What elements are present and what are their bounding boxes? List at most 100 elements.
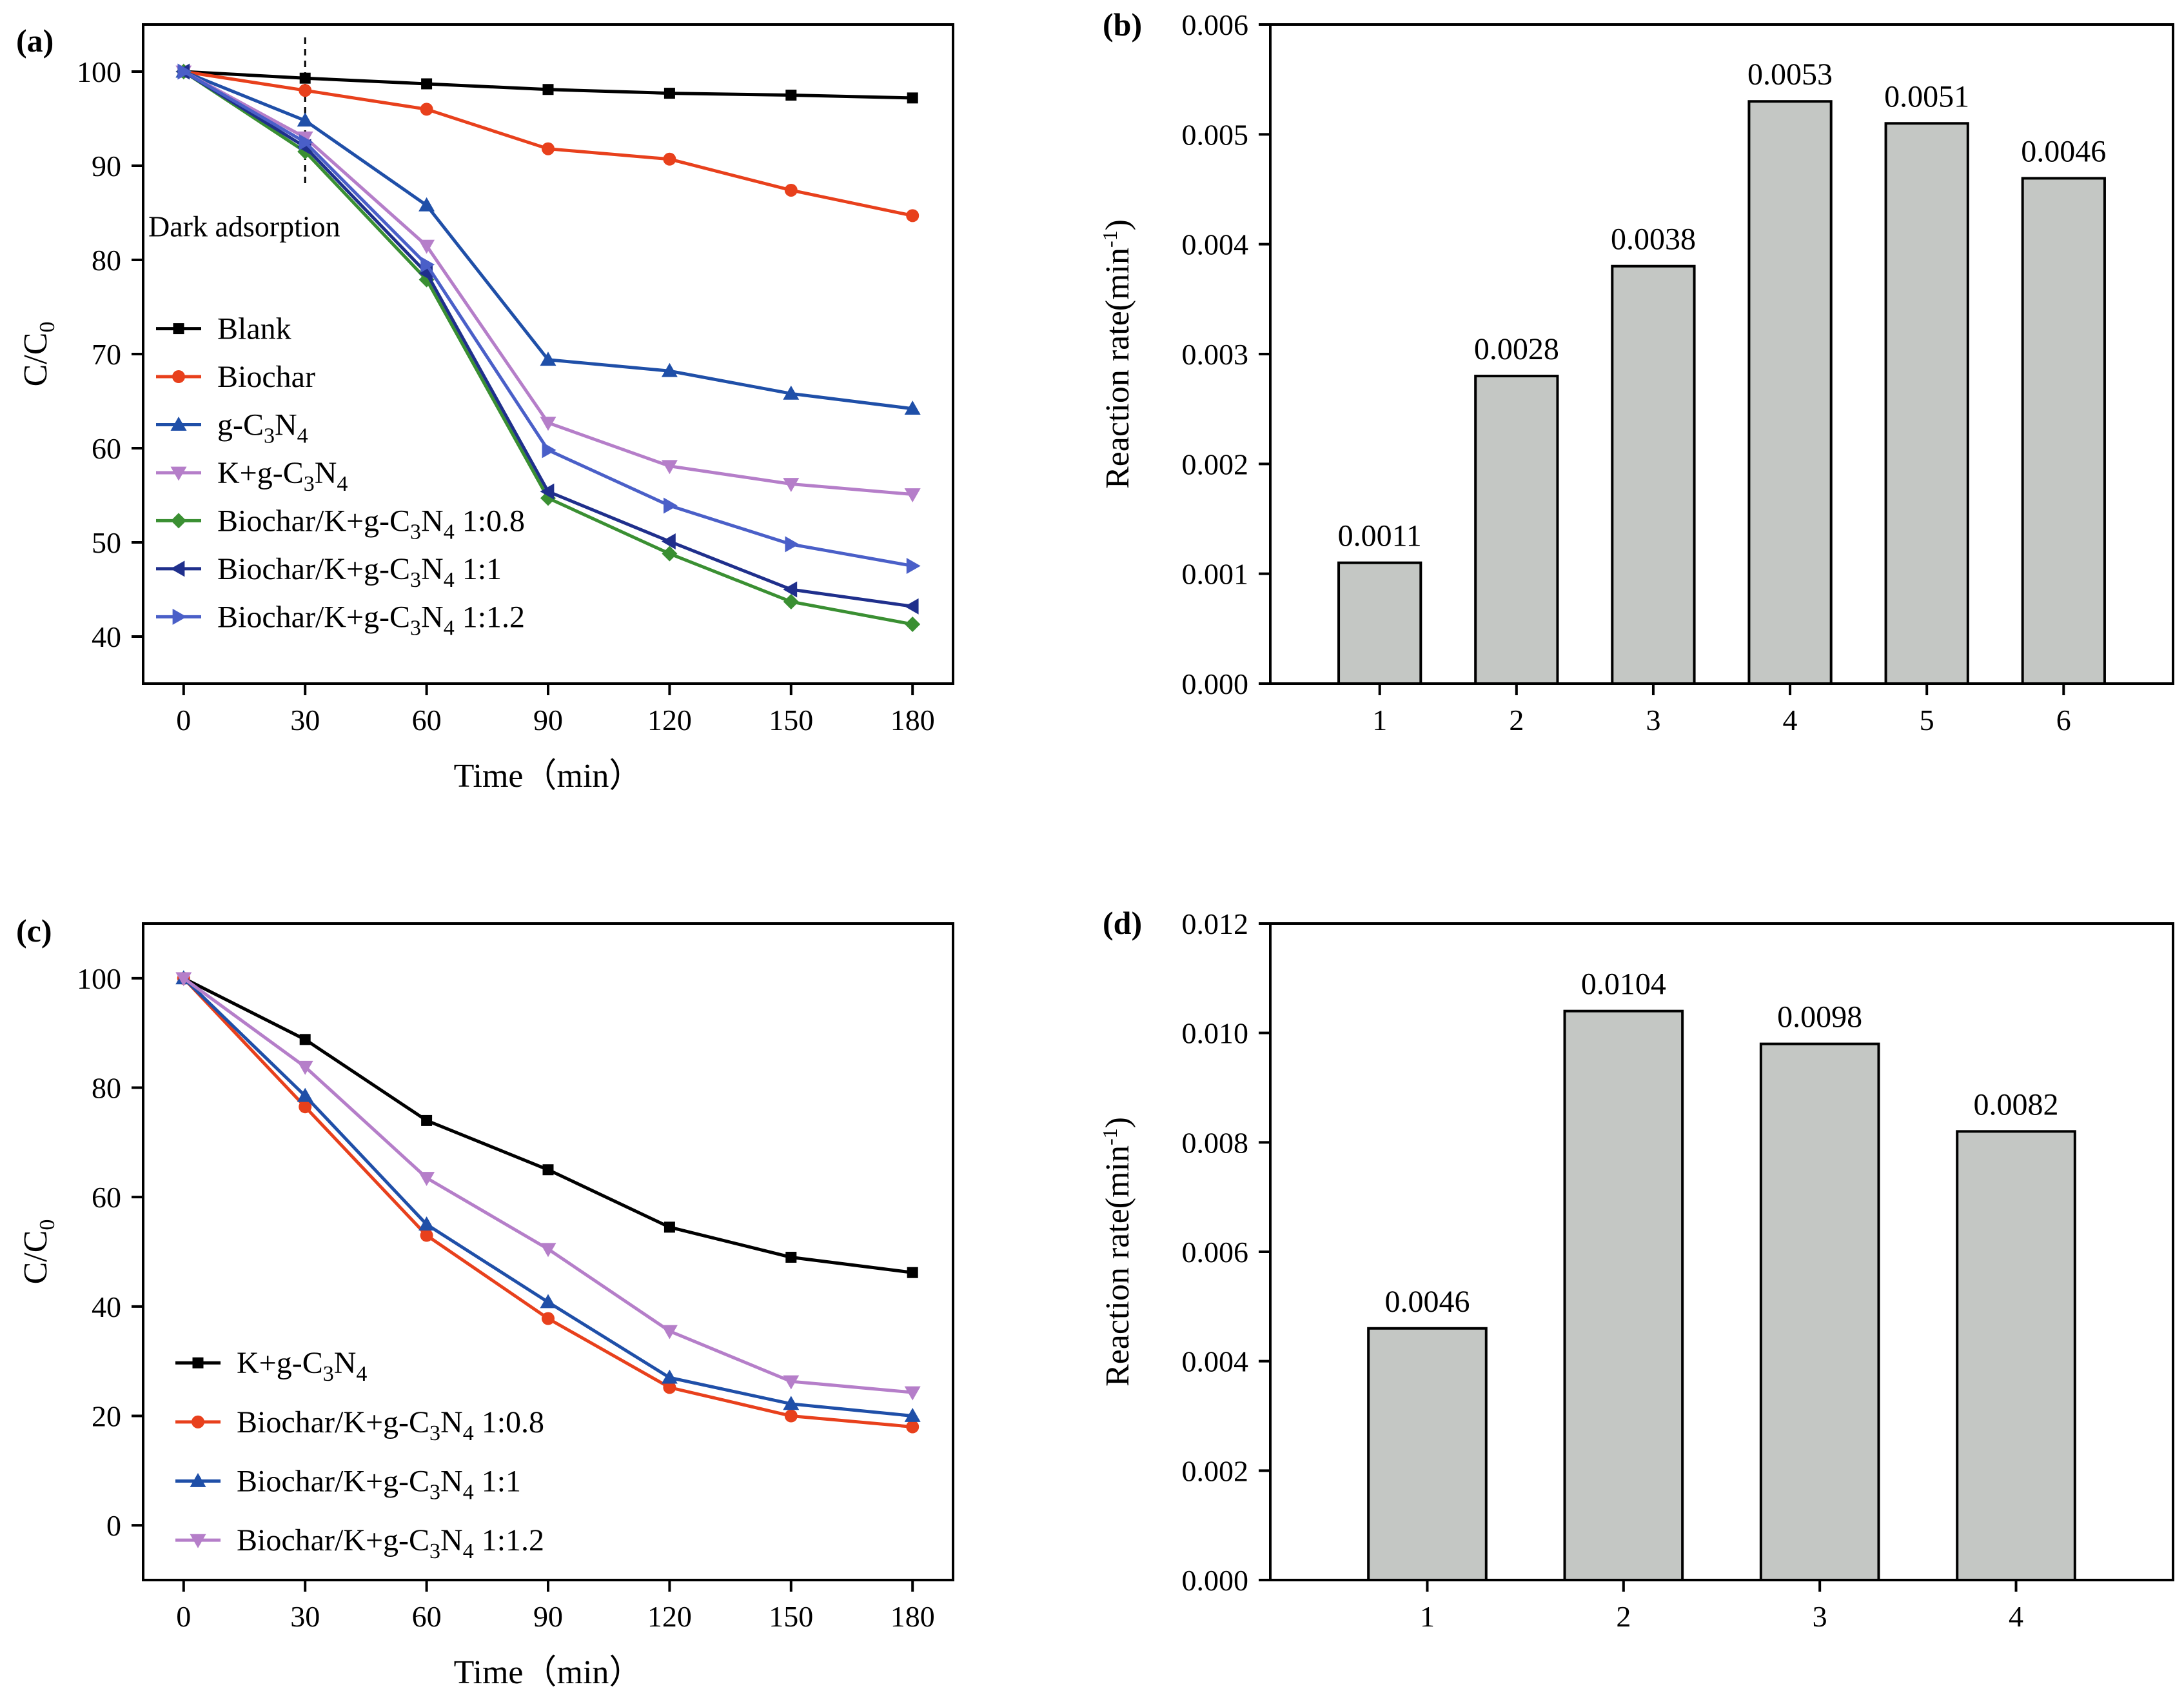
panel-d-ytick-label: 0.012 [1182,907,1249,940]
panel-c-xtick-label: 30 [290,1600,320,1633]
panel-b-xtick-label: 5 [1920,704,1934,736]
panel-b-bar-2 [1474,375,1559,685]
panel-a-series-0-point [299,72,311,84]
panel-a-series-0-point [421,78,433,90]
panel-c-legend-marker [190,1534,206,1548]
panel-a-series-0-point [785,90,797,101]
panel-a-legend-marker [172,608,187,625]
panel-a-series-2-point [418,197,435,212]
panel-b-ytick-label: 0.005 [1182,118,1249,151]
panel-d-bar-4-value-label: 0.0082 [1974,1087,2059,1122]
panel-a-series-3-point [661,460,678,475]
panel-a-xtick-label: 0 [176,704,191,736]
panel-c-series-0-point [542,1164,554,1176]
panel-c-series-3-point [783,1375,800,1390]
panel-d-ytick-label: 0.008 [1182,1126,1249,1159]
panel-a-ytick-label: 80 [92,244,121,277]
panel-a-series-4-point [783,593,799,609]
panel-a-xtick-label: 150 [769,704,813,736]
panel-a-xtick-label: 180 [890,704,935,736]
panel-c-series-3-line [182,976,913,1394]
panel-c-ytick-label: 60 [92,1181,121,1214]
panel-a-legend-marker [170,560,185,577]
panel-a-xlabel: Time（min） [454,758,643,795]
panel-b-bar-4 [1747,100,1833,685]
panel-c-legend-marker [192,1415,204,1428]
panel-a-ytick-label: 40 [92,620,121,653]
panel-c-legend-label: K+g-C3N4 [237,1346,367,1386]
panel-c-series-0-line [182,976,913,1274]
panel-c-label: (c) [16,913,52,949]
panel-a-series-2-point [783,385,800,400]
panel-a-legend-label: Biochar/K+g-C3N4 1:1 [217,552,502,592]
panel-d-bar-3 [1759,1042,1880,1581]
panel-b-ytick-label: 0.000 [1182,667,1249,700]
panel-a-legend-label: Biochar [217,360,315,394]
panel-c-ytick-label: 80 [92,1072,121,1105]
panel-c-series-2-point [297,1087,313,1102]
panel-c-legend: K+g-C3N4 Biochar/K+g-C3N4 1:0.8 Biochar/K+… [175,1346,544,1563]
panel-a-series-6-point [906,558,921,574]
panel-c-series-1-point [906,1420,920,1434]
panel-b-bar-1-value-label: 0.0011 [1338,519,1422,553]
panel-a-series-1-point [663,152,676,166]
panel-c-ylabel: C/C0 [17,1220,59,1285]
panel-a-series-4-point [662,546,678,562]
panel-c-xtick-label: 90 [533,1600,563,1633]
panel-a-series-0-point [664,88,675,99]
panel-a-series-1-point [784,183,798,197]
panel-c-series-3-point [904,1386,921,1401]
panel-c-legend-marker [192,1357,204,1369]
panel-c-series-1-point [784,1409,798,1423]
panel-c-series-3-point [297,1060,313,1075]
panel-c: (c) 0 30 60 90 120 150 180 0 20 40 60 80 100 Time（min）… [16,913,954,1691]
panel-c-legend-marker [190,1472,206,1487]
panel-c-series-3-point [661,1325,678,1339]
panel-a-series-4-point [905,617,921,633]
panel-d: (d) 0.000 0.002 0.004 0.006 0.008 0.010 0.012 1 0… [1098,905,2174,1633]
panel-c-xtick-label: 0 [176,1600,191,1633]
panel-a-legend-marker [170,466,187,481]
panel-b-ytick-label: 0.003 [1182,338,1249,371]
panel-a-series-1-point [420,103,433,116]
panel-d-xtick-label: 2 [1616,1600,1631,1633]
panel-a-legend-label: Blank [217,312,291,346]
panel-c-xtick-label: 150 [769,1600,813,1633]
panel-a-xtick-label: 60 [412,704,442,736]
panel-a-legend-marker [170,417,187,431]
panel-c-series-2-point [783,1396,800,1410]
panel-a-series-1-point [906,209,920,222]
panel-a-series-6-point [177,63,192,80]
panel-a-xtick-label: 90 [533,704,563,736]
panel-a-ytick-label: 100 [77,55,121,88]
panel-a-series-6-point [420,256,435,273]
panel-d-ytick-label: 0.010 [1182,1017,1249,1050]
panel-b-bar-3-value-label: 0.0038 [1611,222,1696,257]
panel-d-xtick-label: 1 [1420,1600,1435,1633]
panel-c-series-0-point [421,1114,433,1126]
panel-a-series-3-point [783,478,800,492]
panel-d-bar-1 [1367,1327,1488,1581]
panel-b-bar-5-value-label: 0.0051 [1884,79,1969,114]
panel-d-ylabel: Reaction rate(min-1) [1098,1117,1136,1387]
panel-a-series-3-point [418,239,435,254]
panel-b-ytick-label: 0.006 [1182,8,1249,41]
panel-c-series-2-point [540,1294,556,1309]
panel-c-series-0-point [907,1267,918,1278]
panel-c-ytick-label: 100 [77,962,121,995]
panel-b-ytick-label: 0.004 [1182,228,1249,261]
panel-b-bar-3 [1611,264,1696,685]
panel-a-label: (a) [16,23,54,59]
panel-a-series-0-point [542,84,554,95]
panel-a-annotation-text: Dark adsorption [148,210,340,243]
panel-b-xtick-label: 4 [1783,704,1798,736]
panel-a-series-6-point [542,442,556,459]
panel-d-bar-2 [1563,1009,1684,1581]
panel-b-bar-6 [2021,177,2106,685]
panel-a-legend-label: Biochar/K+g-C3N4 1:1.2 [217,600,525,640]
panel-a-xtick-label: 120 [647,704,692,736]
panel-c-series-0-point [299,1034,311,1045]
panel-a-legend-marker [171,513,186,529]
panel-d-bar-1-value-label: 0.0046 [1384,1285,1470,1319]
